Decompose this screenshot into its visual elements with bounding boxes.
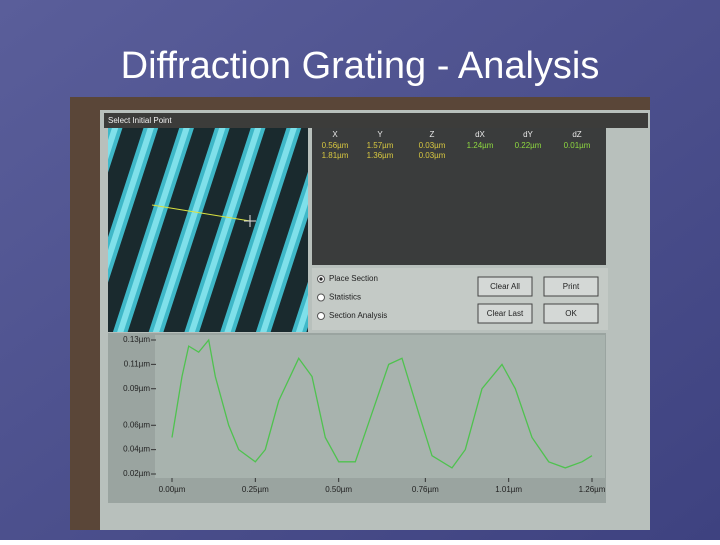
y-tick-label: 0.06µm: [123, 420, 150, 429]
section-line: [151, 204, 251, 222]
cell: 0.56µm: [322, 141, 349, 150]
column-header: Z: [430, 130, 435, 139]
radio-button[interactable]: [317, 312, 325, 320]
cell: 1.57µm: [367, 141, 394, 150]
button-label[interactable]: Clear Last: [487, 309, 524, 318]
x-tick-label: 0.00µm: [159, 485, 186, 494]
cell: 0.22µm: [515, 141, 542, 150]
x-tick-label: 0.50µm: [325, 485, 352, 494]
cell: 0.03µm: [419, 151, 446, 160]
cell: 0.03µm: [419, 141, 446, 150]
cell: 1.81µm: [322, 151, 349, 160]
button-label[interactable]: OK: [565, 309, 577, 318]
button-label[interactable]: Clear All: [490, 282, 520, 291]
title-bar: [104, 113, 648, 128]
y-tick-label: 0.13µm: [123, 335, 150, 344]
y-tick-label: 0.04µm: [123, 445, 150, 454]
cell: 0.01µm: [564, 141, 591, 150]
plot-area: [155, 335, 605, 478]
button[interactable]: [543, 276, 599, 297]
column-header: dX: [475, 130, 485, 139]
radio-dot: [319, 277, 323, 281]
option-label[interactable]: Statistics: [329, 293, 361, 302]
x-tick-label: 0.76µm: [412, 485, 439, 494]
column-header: Y: [377, 130, 383, 139]
cursor: [244, 215, 256, 227]
button[interactable]: [543, 303, 599, 324]
option-label[interactable]: Place Section: [329, 274, 378, 283]
x-tick-label: 0.25µm: [242, 485, 269, 494]
option-label[interactable]: Section Analysis: [329, 311, 387, 320]
window-title: Select Initial Point: [108, 116, 172, 125]
column-header: dZ: [572, 130, 581, 139]
y-tick-label: 0.11µm: [124, 359, 151, 368]
slide-title: Diffraction Grating - Analysis: [121, 45, 600, 87]
y-tick-label: 0.09µm: [123, 384, 150, 393]
radio-button[interactable]: [317, 293, 325, 302]
button[interactable]: [477, 276, 533, 297]
y-tick-label: 0.02µm: [123, 469, 150, 478]
cell: 1.36µm: [367, 151, 394, 160]
column-header: dY: [523, 130, 533, 139]
column-header: X: [332, 130, 338, 139]
cell: 1.24µm: [467, 141, 494, 150]
button[interactable]: [477, 303, 533, 324]
x-tick-label: 1.26µm: [579, 485, 606, 494]
afm-image: [108, 128, 308, 332]
button-label[interactable]: Print: [563, 282, 580, 291]
x-tick-label: 1.01µm: [495, 485, 522, 494]
profile-line: [171, 338, 593, 469]
data-table: [312, 128, 606, 265]
